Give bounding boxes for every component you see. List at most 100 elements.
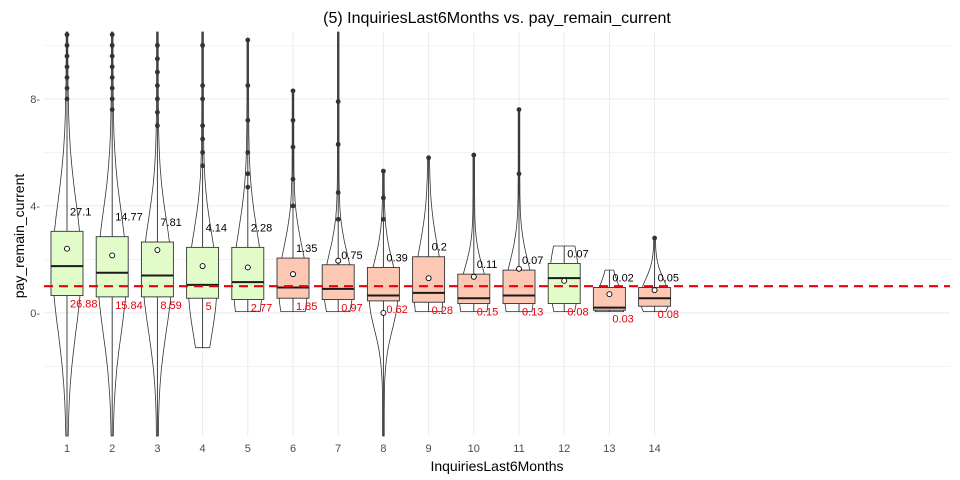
x-tick-label: 13 [603,443,615,455]
outlier-point [335,190,341,195]
x-tick-label: 7 [335,443,341,455]
pct-label: 8.59 [160,300,181,312]
box-7 [321,264,355,300]
x-axis-label: InquiriesLast6Months [430,458,563,474]
pct-label: 26.88 [70,299,98,311]
box-labels: 27.1 26.88 14.77 15.84 7.81 8.59 4.14 5 2.28 2.77… [70,206,679,325]
pct-label: 0.03 [612,313,633,325]
x-tick-label: 9 [426,443,432,455]
outlier-point [64,75,70,80]
y-tick-label: 4- [30,201,40,213]
outlier-point [155,109,160,115]
count-label: 0.75 [341,250,362,262]
count-label: 1.35 [296,243,317,255]
outlier-point [381,195,386,201]
mean-marker [651,287,658,294]
outlier-point [426,155,431,161]
count-label: 0.05 [658,273,679,285]
count-label: 14.77 [115,212,143,224]
pct-label: 0.08 [658,309,679,321]
mean-marker [380,309,387,316]
outlier-point [155,123,160,129]
count-label: 2.28 [251,222,272,234]
outlier-point [200,136,206,142]
outlier-point [64,64,70,70]
outlier-point [200,163,206,169]
outlier-point [155,96,160,102]
chart-title: (5) InquiriesLast6Months vs. pay_remain_… [323,10,671,27]
pct-label: 0.97 [341,303,362,315]
x-tick-label: 1 [64,443,70,455]
pct-label: 0.08 [567,307,588,319]
x-tick-label: 10 [468,443,480,455]
y-tick-label: 8- [30,94,40,106]
outlier-point [335,141,341,147]
outlier-point [245,117,251,123]
outlier-point [109,107,115,112]
pct-label: 5 [206,301,212,313]
box-2 [95,236,129,298]
boxes [50,32,672,436]
mean-marker [109,252,116,259]
count-label: 0.07 [567,248,588,260]
mean-marker [199,263,206,270]
violin-outlines [52,31,670,437]
x-tick-label: 4 [200,443,206,455]
outlier-point [155,42,160,48]
mean-marker [154,247,161,254]
outlier-point [516,171,522,177]
outlier-point [155,69,160,75]
count-label: 0.07 [522,255,543,267]
outlier-point [200,149,206,155]
x-tick-label: 8 [380,443,386,455]
mean-marker [64,245,70,252]
outlier-point [245,149,251,155]
outlier-point [245,171,251,177]
outlier-point [109,64,115,70]
outlier-point [516,107,522,112]
outlier-point [64,32,70,38]
box-1 [50,230,84,296]
y-tick-label: 0- [30,308,40,320]
x-tick-label: 3 [154,443,160,455]
outlier-point [471,152,477,158]
outlier-point [290,88,296,94]
mean-marker [425,275,432,282]
outlier-point [109,53,115,59]
box-4 [186,246,220,299]
outlier-point [64,42,70,48]
count-label: 0.02 [612,273,633,285]
outlier-point [335,99,341,104]
count-label: 7.81 [160,217,181,229]
pct-label: 15.84 [115,300,143,312]
box-13 [592,287,626,311]
outlier-point [290,144,296,150]
x-tick-label: 6 [290,443,296,455]
count-label: 0.11 [477,259,498,271]
outlier-point [290,203,296,209]
violin-outline [323,31,354,312]
outlier-point [200,42,206,48]
pct-label: 0.15 [477,307,498,319]
count-label: 0.39 [386,252,407,264]
axes: 0-4-8-1 2 3 4 5 6 7 8 9 10 11 12 13 14 [30,94,661,455]
pct-label: 1.85 [296,301,317,313]
outlier-point [381,216,386,222]
outlier-point [109,75,115,80]
pct-label: 0.13 [522,307,543,319]
mean-marker [516,265,522,272]
outlier-point [245,184,251,190]
mean-marker [470,273,477,280]
x-tick-label: 14 [648,443,660,455]
outlier-point [109,85,115,91]
count-label: 27.1 [70,206,91,218]
outlier-point [381,168,386,174]
outlier-point [335,216,341,222]
outlier-point [64,85,70,91]
mean-marker [561,277,568,284]
outlier-point [64,53,70,59]
mean-marker [335,257,342,264]
outlier-point [652,235,657,241]
pct-label: 0.62 [386,304,407,316]
